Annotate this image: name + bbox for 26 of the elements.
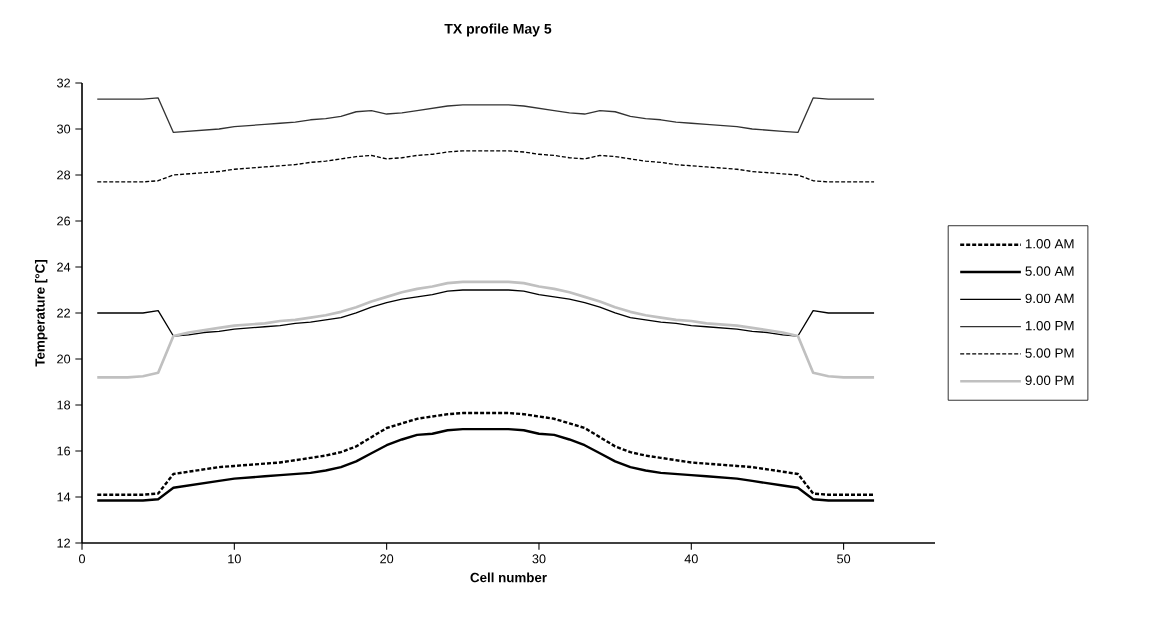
legend-label: 9.00 AM [1025,293,1074,304]
y-tick-label: 22 [57,308,70,318]
y-tick-label: 28 [57,170,71,180]
legend-label: 9.00 PM [1025,375,1074,386]
x-tick-label: 30 [532,554,546,564]
x-tick-label: 50 [837,554,851,564]
x-tick-label: 10 [228,554,241,564]
y-axis-title: Temperature [°C] [34,260,48,367]
x-tick-label: 40 [684,554,698,564]
y-tick-label: 20 [57,354,71,364]
x-tick-label: 0 [78,554,86,564]
legend-label: 1.00 PM [1025,320,1074,331]
y-tick-label: 32 [57,78,70,88]
y-tick-label: 30 [57,124,71,134]
y-tick-label: 18 [57,400,71,410]
y-tick-label: 24 [57,262,71,272]
legend-label: 5.00 PM [1025,348,1074,358]
x-axis-title: Cell number [470,572,547,583]
chart-title: TX profile May 5 [444,23,552,37]
y-tick-label: 26 [57,216,71,226]
y-tick-label: 12 [57,538,70,548]
legend-label: 5.00 AM [1025,266,1074,276]
x-tick-label: 20 [380,554,394,564]
legend-label: 1.00 AM [1025,239,1074,249]
y-tick-label: 16 [57,446,71,456]
y-tick-label: 14 [57,492,71,502]
